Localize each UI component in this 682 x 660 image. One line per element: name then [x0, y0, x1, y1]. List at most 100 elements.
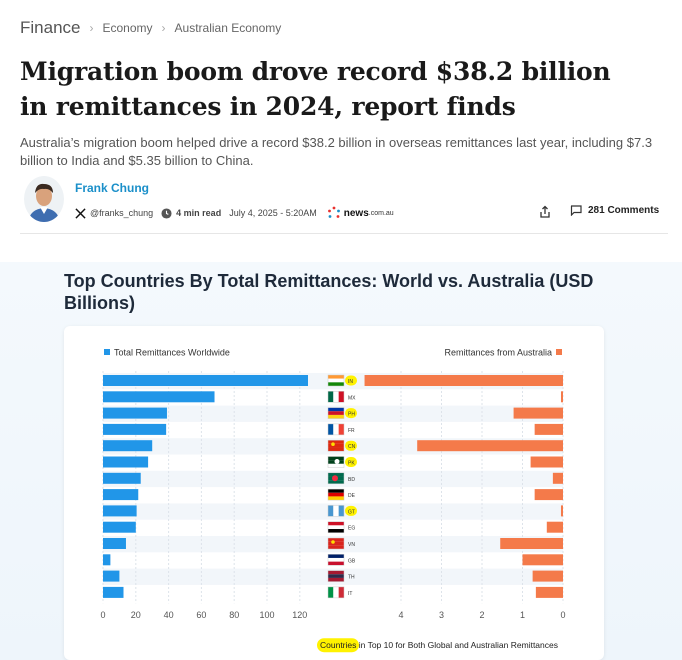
flag-stripe: [328, 456, 344, 461]
country-code-bd: BD: [348, 477, 355, 483]
flag-stripe: [328, 447, 344, 452]
country-code-gb: GB: [348, 558, 356, 564]
flag-mx: [327, 391, 345, 403]
bar-world-gt: [103, 505, 137, 517]
flag-stripe: [328, 411, 344, 415]
flag-stripe: [328, 505, 334, 517]
bar-australia-de: [534, 489, 563, 501]
flag-stripe: [328, 541, 344, 546]
flag-stripe: [328, 378, 344, 383]
flag-border: [327, 537, 345, 550]
bar-world-de: [103, 489, 139, 501]
flag-stripe: [338, 586, 344, 598]
legend-label-australia: Remittances from Australia: [444, 348, 552, 358]
flag-stripe: [328, 423, 334, 435]
flag-stripe: [328, 574, 344, 578]
remittances-chart: Total Remittances Worldwide Remittances f…: [100, 348, 566, 653]
bar-australia-fr: [534, 423, 563, 435]
flag-stripe: [328, 570, 344, 575]
flag-star: [331, 540, 335, 544]
flag-disc: [332, 475, 338, 482]
publish-date: July 4, 2025 - 5:20AM: [229, 208, 317, 218]
country-highlight-gt: [345, 505, 357, 516]
flag-border: [327, 586, 345, 599]
country-highlight-cn: [345, 440, 357, 451]
flag-stripe: [328, 496, 344, 501]
country-code-mx: MX: [348, 395, 356, 401]
chart-title: Top Countries By Total Remittances: Worl…: [64, 271, 594, 313]
flag-stripe: [338, 505, 344, 517]
bar-world-cn: [103, 440, 153, 452]
bar-world-vn: [103, 538, 126, 549]
brand-suffix: .com.au: [368, 209, 394, 217]
flag-stripe: [328, 414, 344, 419]
country-code-pk: PK: [348, 461, 355, 467]
bar-australia-eg: [546, 521, 563, 533]
author-avatar[interactable]: [24, 176, 64, 222]
flag-it: [327, 586, 345, 599]
breadcrumb: Finance › Economy › Australian Economy: [20, 18, 281, 38]
author-handle[interactable]: @franks_chung: [90, 208, 154, 218]
legend-swatch-world: [104, 349, 110, 355]
footnote-rest: in Top 10 for Both Global and Australian…: [356, 640, 558, 650]
country-highlight-pk: [345, 457, 357, 467]
flag-stripe: [328, 521, 344, 526]
chart-footnote: Countries in Top 10 for Both Global and …: [320, 640, 558, 650]
flag-border: [327, 472, 345, 485]
legend-swatch-australia: [556, 349, 562, 355]
country-code-de: DE: [348, 493, 356, 499]
bar-australia-gb: [522, 554, 563, 566]
bar-world-bd: [103, 472, 141, 484]
footnote-highlight-word: Countries: [320, 640, 356, 650]
tick-label-world: 20: [131, 610, 141, 620]
flag-stripe: [328, 440, 344, 444]
breadcrumb-australian-economy[interactable]: Australian Economy: [174, 21, 282, 35]
share-icon[interactable]: [538, 205, 552, 219]
country-code-cn: CN: [348, 444, 356, 450]
flag-border: [327, 456, 345, 468]
tick-label-world: 120: [292, 610, 307, 620]
bar-world-pk: [103, 456, 149, 468]
article-standfirst: Australia’s migration boom helped drive …: [20, 135, 653, 168]
flag-stripe: [333, 391, 339, 403]
comments-count: 281 Comments: [588, 205, 660, 216]
flag-gb: [327, 554, 345, 566]
chart-card: Total Remittances Worldwide Remittances f…: [64, 326, 604, 660]
breadcrumb-root[interactable]: Finance: [20, 18, 81, 37]
flag-stripe: [338, 423, 344, 435]
comments-button[interactable]: 281 Comments: [570, 205, 659, 216]
flag-border: [327, 391, 345, 403]
bar-australia-in: [364, 375, 563, 386]
flag-border: [327, 521, 345, 533]
flag-stripe: [328, 577, 344, 582]
flag-border: [327, 374, 345, 387]
byline: Frank Chung @franks_chung 4 min read Jul…: [20, 176, 668, 234]
bar-australia-ph: [513, 407, 563, 419]
breadcrumb-economy[interactable]: Economy: [102, 21, 153, 35]
x-logo-icon[interactable]: [75, 207, 86, 219]
flag-stripe: [328, 557, 344, 562]
comment-icon: [570, 205, 582, 216]
brand-name: news: [343, 207, 369, 219]
news-brand-logo[interactable]: news .com.au: [327, 206, 394, 220]
bar-world-gb: [103, 554, 111, 566]
country-code-in: IN: [348, 379, 353, 385]
flag-stripe: [328, 391, 334, 403]
flag-stripe: [328, 443, 344, 448]
flag-stripe: [328, 480, 344, 484]
flag-stripe: [338, 391, 344, 403]
author-name[interactable]: Frank Chung: [75, 181, 149, 195]
country-code-eg: EG: [348, 526, 355, 532]
country-code-it: IT: [348, 591, 352, 597]
tick-label-australia: 2: [479, 610, 484, 620]
tick-label-world: 100: [259, 610, 274, 620]
flag-stripe: [328, 529, 344, 533]
bar-world-mx: [103, 391, 215, 403]
flag-stripe: [328, 489, 344, 493]
bar-australia-cn: [417, 440, 563, 452]
flag-bd: [327, 472, 345, 485]
flag-fr: [327, 423, 345, 436]
bar-australia-bd: [552, 472, 563, 484]
flag-stripe: [328, 525, 344, 530]
footnote-highlight: [317, 638, 359, 653]
